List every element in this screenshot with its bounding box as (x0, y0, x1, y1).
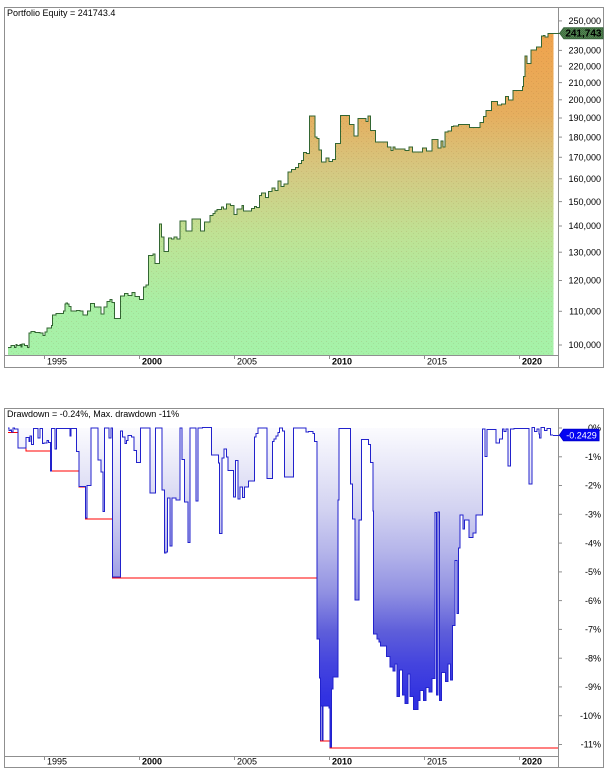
svg-text:241,743: 241,743 (565, 29, 602, 40)
svg-text:-9%: -9% (585, 682, 601, 692)
svg-text:2015: 2015 (427, 757, 447, 767)
svg-text:170,000: 170,000 (568, 153, 601, 163)
svg-text:2010: 2010 (332, 357, 352, 367)
svg-text:180,000: 180,000 (568, 132, 601, 142)
svg-text:-10%: -10% (580, 711, 601, 721)
svg-text:210,000: 210,000 (568, 78, 601, 88)
svg-text:2020: 2020 (522, 357, 542, 367)
svg-text:120,000: 120,000 (568, 276, 601, 286)
svg-text:-0.2429: -0.2429 (566, 430, 597, 440)
svg-text:-5%: -5% (585, 567, 601, 577)
svg-text:100,000: 100,000 (568, 340, 601, 350)
svg-text:190,000: 190,000 (568, 113, 601, 123)
svg-text:-11%: -11% (581, 740, 601, 750)
svg-text:-1%: -1% (585, 452, 601, 462)
svg-text:2000: 2000 (142, 357, 162, 367)
svg-text:2000: 2000 (142, 757, 162, 767)
svg-text:2005: 2005 (237, 757, 257, 767)
svg-text:200,000: 200,000 (568, 95, 601, 105)
svg-text:230,000: 230,000 (568, 46, 601, 56)
svg-text:Drawdown = -0.24%, Max. drawdo: Drawdown = -0.24%, Max. drawdown -11% (7, 409, 179, 419)
svg-text:150,000: 150,000 (568, 197, 601, 207)
svg-text:-8%: -8% (585, 653, 601, 663)
svg-text:160,000: 160,000 (568, 174, 601, 184)
svg-text:-7%: -7% (585, 625, 601, 635)
svg-text:-6%: -6% (585, 596, 601, 606)
svg-text:-4%: -4% (585, 538, 601, 548)
svg-text:Portfolio Equity = 241743.4: Portfolio Equity = 241743.4 (7, 8, 115, 18)
svg-text:250,000: 250,000 (568, 16, 601, 26)
svg-text:140,000: 140,000 (568, 221, 601, 231)
svg-text:1995: 1995 (47, 357, 67, 367)
svg-text:0%: 0% (588, 423, 601, 433)
svg-text:2010: 2010 (332, 757, 352, 767)
svg-text:2015: 2015 (427, 357, 447, 367)
svg-text:-2%: -2% (585, 481, 601, 491)
svg-text:2020: 2020 (522, 757, 542, 767)
svg-text:-3%: -3% (585, 510, 601, 520)
svg-text:220,000: 220,000 (568, 61, 601, 71)
svg-text:1995: 1995 (47, 757, 67, 767)
svg-text:130,000: 130,000 (568, 247, 601, 257)
svg-text:2005: 2005 (237, 357, 257, 367)
svg-text:110,000: 110,000 (569, 307, 601, 317)
